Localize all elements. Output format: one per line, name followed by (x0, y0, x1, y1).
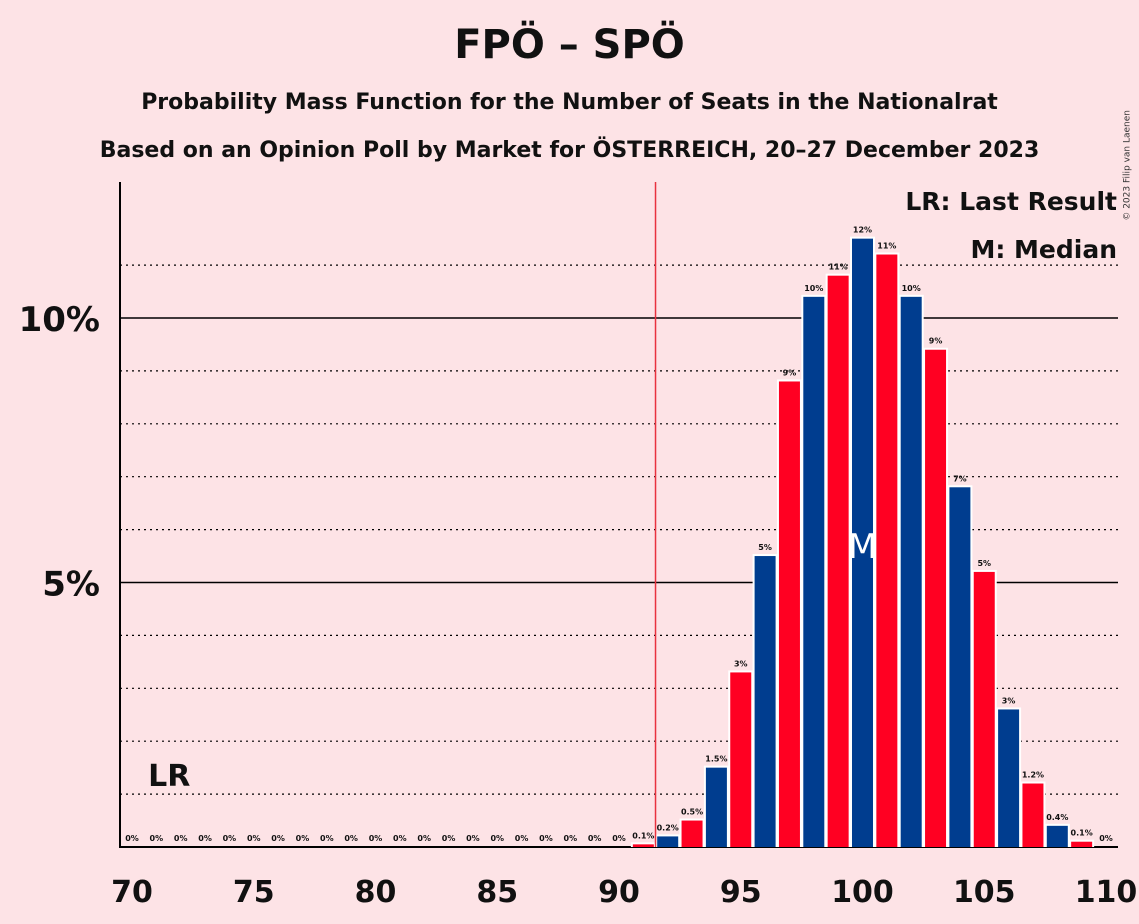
y-tick-label: 5% (42, 565, 100, 605)
bar-value-label: 9% (783, 368, 797, 377)
bar-value-label: 1.5% (705, 755, 727, 764)
bar-value-label: 0% (198, 834, 212, 843)
bar (754, 556, 776, 847)
bar (632, 844, 654, 847)
bar (973, 571, 995, 847)
bar-value-label: 7% (953, 474, 967, 483)
bar-value-label: 0% (271, 834, 285, 843)
x-tick-label: 80 (355, 875, 397, 910)
bar-value-label: 1.2% (1022, 771, 1044, 780)
bar (705, 767, 727, 847)
bar-value-label: 0% (150, 834, 164, 843)
bar (803, 296, 825, 848)
bar-value-label: 9% (929, 337, 943, 346)
bar-value-label: 0.1% (1071, 829, 1093, 838)
bar-value-label: 0% (490, 834, 504, 843)
median-marker: M (848, 527, 877, 567)
bar (681, 820, 703, 847)
bar-value-label: 0% (417, 834, 431, 843)
bar-value-label: 3% (734, 659, 748, 668)
bar (949, 487, 971, 847)
bar-value-label: 0% (296, 834, 310, 843)
legend-last-result: LR: Last Result (905, 187, 1117, 216)
x-tick-label: 85 (476, 875, 518, 910)
bar (730, 672, 752, 847)
bar (778, 381, 800, 847)
bar (657, 836, 679, 847)
bar (827, 275, 849, 847)
bar (925, 349, 947, 847)
bar-value-label: 0% (174, 834, 188, 843)
x-tick-label: 70 (111, 875, 153, 910)
chart-subtitle-1: Probability Mass Function for the Number… (141, 90, 998, 115)
chart-subtitle-2: Based on an Opinion Poll by Market for Ö… (99, 138, 1040, 163)
y-tick-label: 10% (19, 300, 100, 340)
bar-value-label: 0.4% (1046, 813, 1068, 822)
bar-value-label: 0% (320, 834, 334, 843)
x-tick-label: 110 (1075, 875, 1138, 910)
bar-value-label: 0% (393, 834, 407, 843)
bar (1046, 825, 1068, 847)
bar-value-label: 0% (515, 834, 529, 843)
bar-value-label: 12% (853, 226, 872, 235)
bar-value-label: 5% (758, 543, 772, 552)
bar (998, 709, 1020, 847)
x-tick-label: 95 (720, 875, 762, 910)
x-tick-label: 90 (598, 875, 640, 910)
bar (900, 296, 922, 848)
bar-value-label: 0% (612, 834, 626, 843)
x-tick-label: 75 (233, 875, 275, 910)
bar-value-label: 0% (344, 834, 358, 843)
bar-value-label: 3% (1002, 696, 1016, 705)
bar-value-label: 0% (539, 834, 553, 843)
bar-value-label: 10% (902, 284, 921, 293)
bar-value-label: 0% (442, 834, 456, 843)
last-result-label: LR (148, 759, 190, 794)
bar-value-label: 0.1% (632, 831, 654, 840)
bar-value-label: 0% (125, 834, 139, 843)
bar-value-label: 0% (369, 834, 383, 843)
bar-value-label: 10% (804, 284, 823, 293)
bar-value-label: 5% (977, 559, 991, 568)
bar (876, 254, 898, 847)
bar-value-label: 0% (466, 834, 480, 843)
bar-value-label: 0.2% (657, 823, 679, 832)
chart-title: FPÖ – SPÖ (454, 22, 685, 68)
bar-value-label: 0% (1099, 834, 1113, 843)
bar-value-label: 0% (588, 834, 602, 843)
bar-value-label: 0% (247, 834, 261, 843)
x-tick-label: 105 (953, 875, 1016, 910)
x-tick-label: 100 (831, 875, 894, 910)
bar-value-label: 0% (564, 834, 578, 843)
bar (1071, 841, 1093, 847)
bar (852, 238, 873, 847)
legend-median: M: Median (970, 235, 1117, 264)
bar-value-label: 11% (877, 242, 896, 251)
bar-value-label: 0% (223, 834, 237, 843)
bar-value-label: 0.5% (681, 808, 703, 817)
bar (1022, 783, 1044, 847)
bar-value-label: 11% (829, 263, 848, 272)
